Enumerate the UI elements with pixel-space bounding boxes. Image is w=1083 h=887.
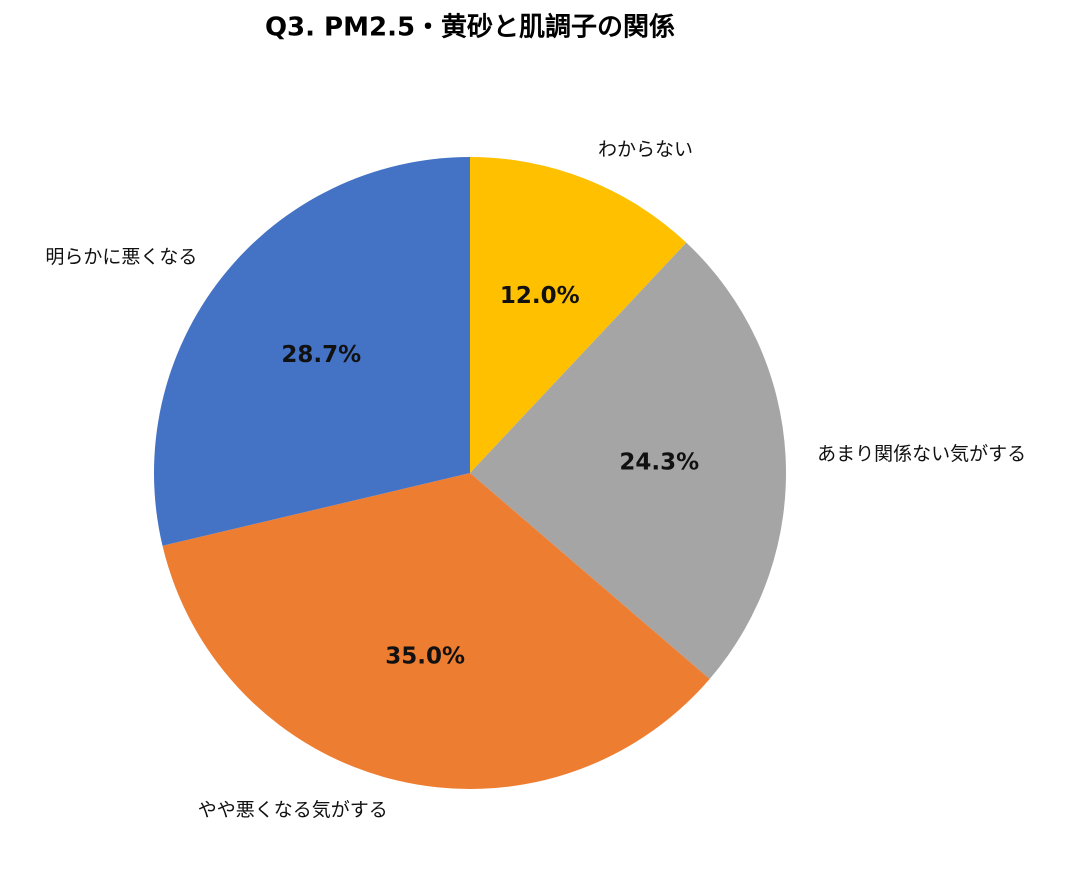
pie-slice bbox=[470, 157, 687, 473]
value-label: 35.0% bbox=[385, 644, 465, 670]
value-label: 12.0% bbox=[500, 283, 580, 309]
category-label: 明らかに悪くなる bbox=[45, 246, 197, 268]
value-label: 24.3% bbox=[619, 449, 699, 475]
value-label: 28.7% bbox=[281, 342, 361, 368]
chart-title: Q3. PM2.5・黄砂と肌調子の関係 bbox=[265, 12, 675, 43]
pie-slice bbox=[162, 473, 710, 790]
category-label: わからない bbox=[598, 138, 693, 160]
pie-slice bbox=[154, 157, 470, 546]
pie-slice bbox=[470, 242, 786, 679]
category-label: あまり関係ない気がする bbox=[817, 443, 1026, 465]
category-label: やや悪くなる気がする bbox=[198, 799, 388, 821]
